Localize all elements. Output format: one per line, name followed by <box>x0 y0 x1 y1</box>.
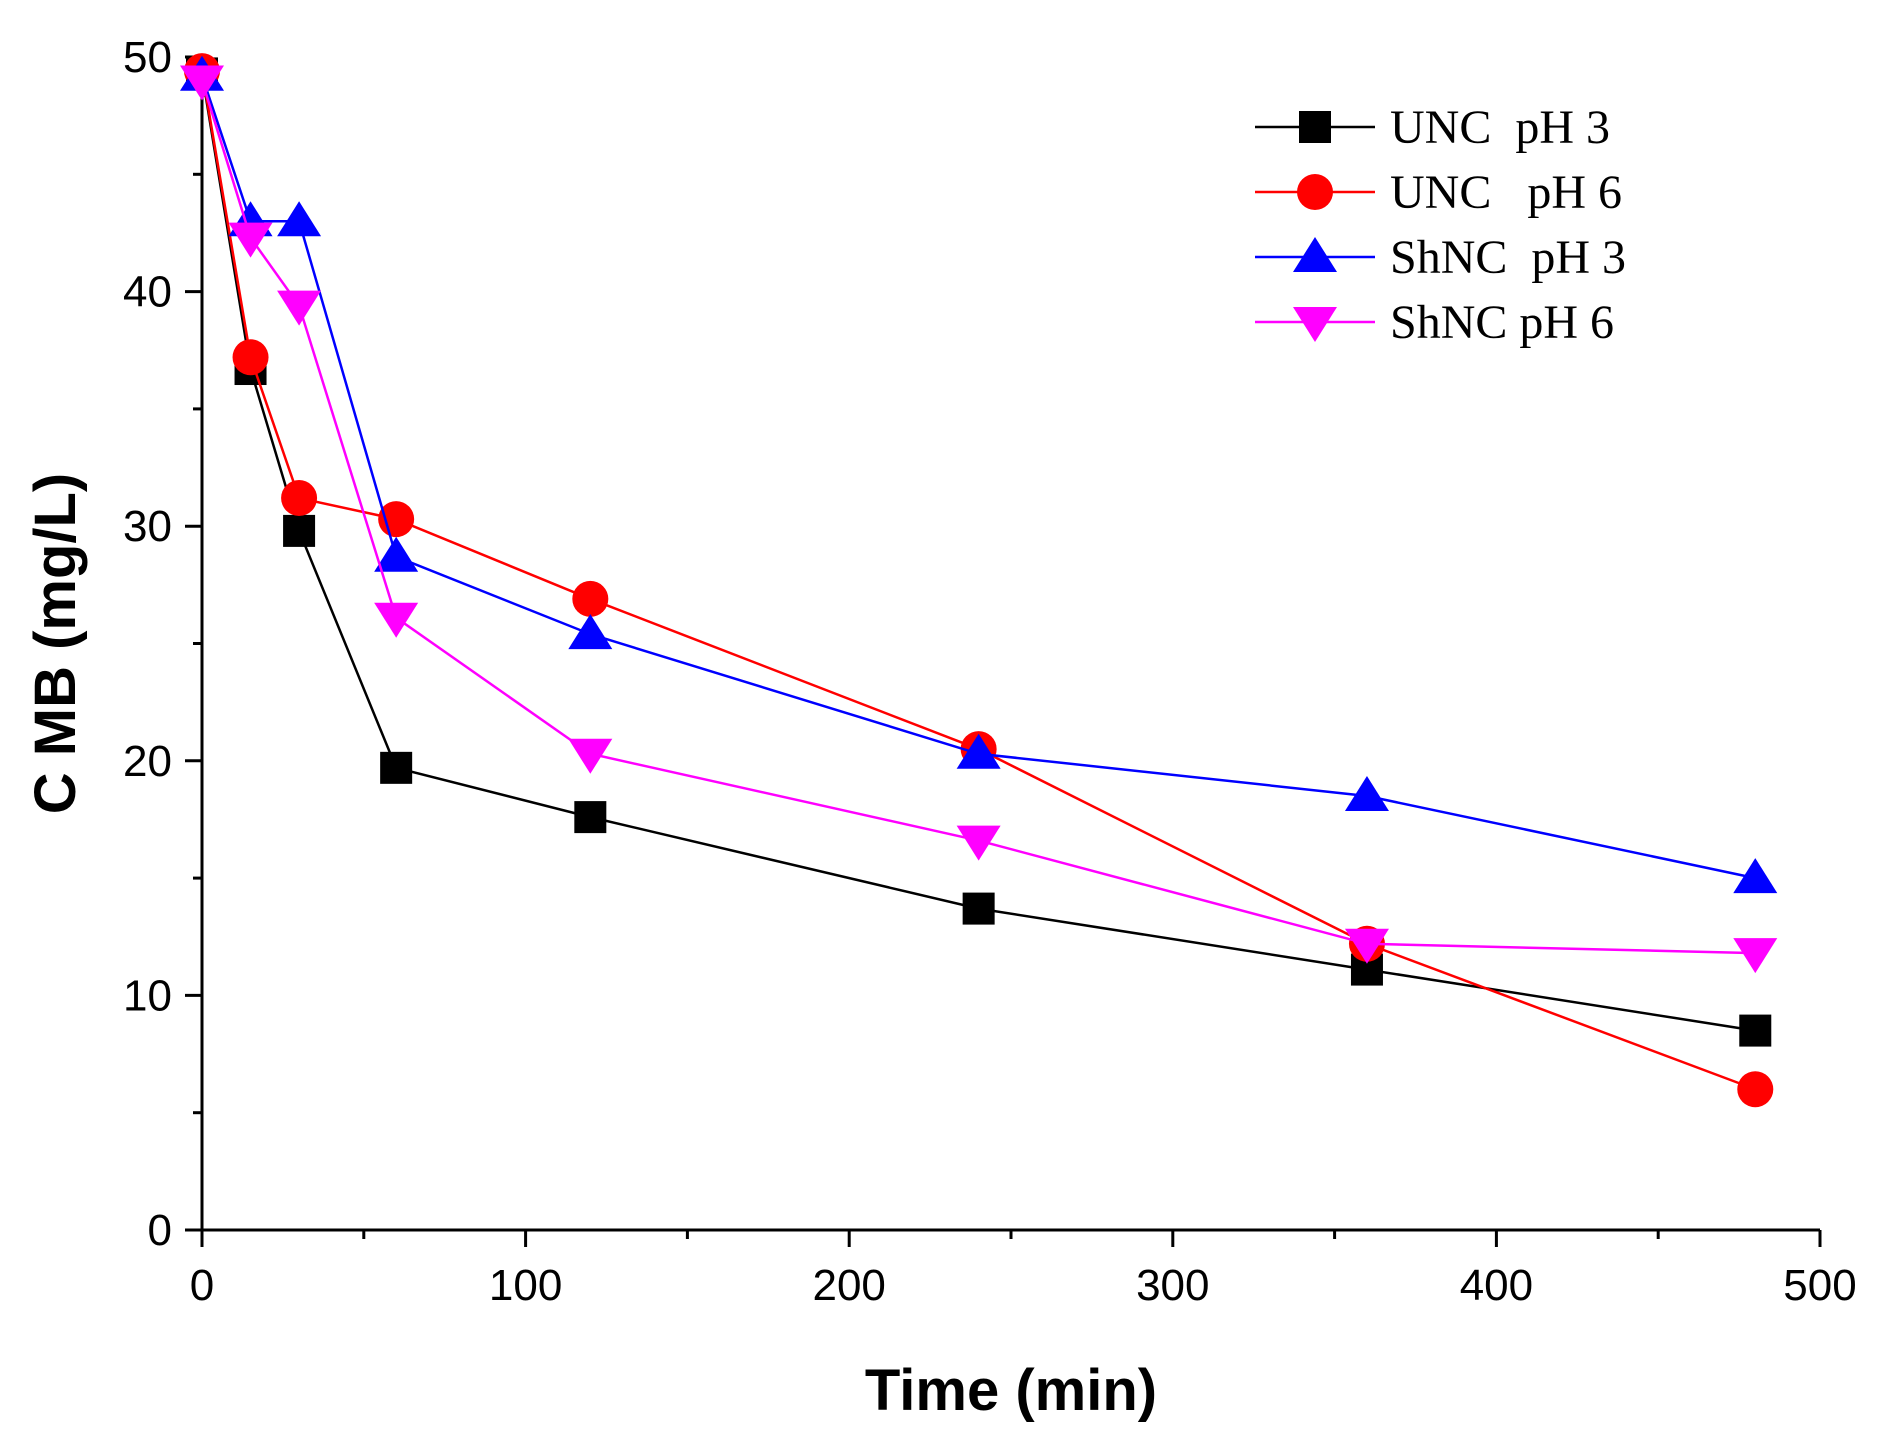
y-tick-label: 10 <box>123 971 172 1020</box>
data-point <box>277 290 322 326</box>
legend-label: ShNC pH 3 <box>1390 231 1626 284</box>
data-point <box>374 536 419 572</box>
data-point <box>1737 1071 1774 1108</box>
legend-marker <box>1299 111 1331 143</box>
x-tick-label: 100 <box>489 1261 562 1310</box>
x-tick-label: 0 <box>190 1261 214 1310</box>
y-tick-label: 30 <box>123 502 172 551</box>
legend-label: UNC pH 3 <box>1390 101 1610 154</box>
data-point <box>281 480 318 517</box>
x-axis-title: Time (min) <box>865 1358 1157 1423</box>
data-point <box>374 602 419 638</box>
series-layer <box>180 53 1778 1108</box>
axes-layer: 0 100 200 300 400 500 0 10 20 30 40 50 <box>123 33 1857 1310</box>
legend-entry-2: UNC pH 6 <box>1255 166 1622 219</box>
legend-marker <box>1297 174 1333 210</box>
data-point <box>1733 938 1778 974</box>
x-tick-label: 400 <box>1460 1261 1533 1310</box>
data-point <box>1739 1014 1772 1047</box>
y-tick-label: 20 <box>123 737 172 786</box>
legend-entry-3: ShNC pH 3 <box>1255 231 1626 284</box>
data-point <box>956 825 1001 861</box>
data-point <box>232 339 269 376</box>
data-point <box>962 892 995 925</box>
data-point <box>568 738 613 774</box>
data-point <box>277 201 322 237</box>
data-point <box>568 614 613 650</box>
series-line <box>200 73 1756 1032</box>
y-tick-label: 40 <box>123 268 172 317</box>
legend-entry-1: UNC pH 3 <box>1255 101 1610 154</box>
data-point <box>1344 928 1389 964</box>
data-point <box>1344 775 1389 811</box>
y-axis-title: C MB (mg/L) <box>23 473 88 815</box>
data-point <box>572 580 609 617</box>
legend: UNC pH 3 UNC pH 6 ShNC pH 3 ShNC pH 6 <box>1255 101 1626 349</box>
series-4 <box>180 65 1778 974</box>
x-tick-label: 200 <box>812 1261 885 1310</box>
data-point <box>228 222 273 258</box>
legend-entry-4: ShNC pH 6 <box>1255 296 1614 349</box>
data-point <box>1733 858 1778 894</box>
data-point <box>380 751 413 784</box>
data-point <box>574 801 607 834</box>
y-tick-label: 0 <box>148 1206 172 1255</box>
series-line <box>200 70 1756 1091</box>
legend-label: UNC pH 6 <box>1390 166 1622 219</box>
legend-label: ShNC pH 6 <box>1390 296 1614 349</box>
x-tick-label: 300 <box>1136 1261 1209 1310</box>
y-tick-label: 50 <box>123 33 172 82</box>
x-tick-label: 500 <box>1783 1261 1856 1310</box>
data-point <box>283 514 316 547</box>
legend-marker <box>1293 237 1337 272</box>
data-point <box>378 501 415 538</box>
data-point <box>956 733 1001 769</box>
data-point <box>180 65 224 101</box>
series-line <box>200 80 1756 955</box>
legend-marker <box>1293 307 1337 342</box>
